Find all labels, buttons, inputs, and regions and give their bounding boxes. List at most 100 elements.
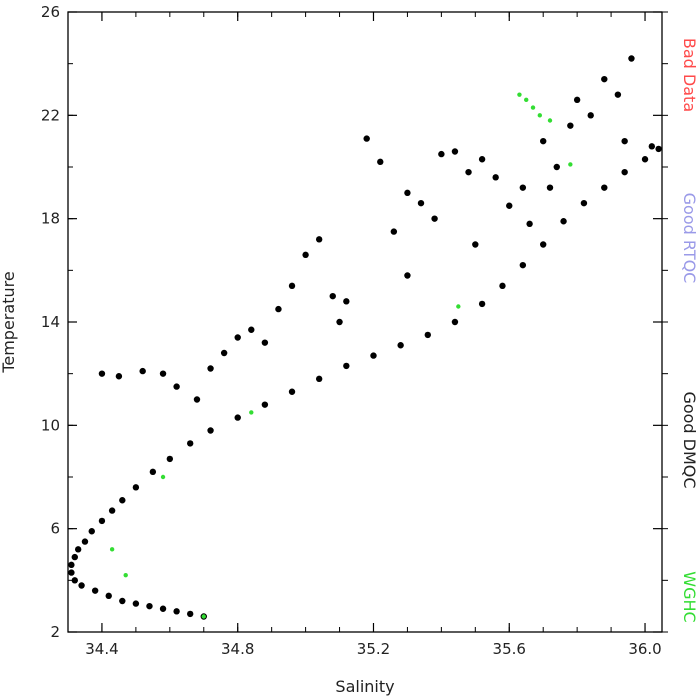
x-tick-label: 34.8 [221,640,254,658]
scatter-point-0-49 [193,396,201,403]
y-tick-label: 6 [50,520,60,538]
scatter-point-0-11 [68,569,75,576]
scatter-point-0-5 [132,600,140,607]
scatter-point-0-13 [71,553,78,561]
scatter-point-0-27 [288,388,296,395]
scatter-point-0-12 [68,561,75,569]
scatter-point-0-78 [573,96,581,104]
scatter-point-1-5 [201,614,206,619]
x-axis-label: Salinity [335,677,394,696]
scatter-point-0-68 [451,148,459,155]
scatter-point-0-41 [621,168,628,176]
scatter-point-0-56 [288,282,296,290]
y-tick-label: 10 [41,416,60,434]
scatter-point-0-84 [648,143,656,150]
scatter-point-0-81 [614,91,622,98]
scatter-point-0-62 [377,158,384,166]
scatter-point-0-19 [119,497,126,504]
scatter-point-0-14 [74,546,82,553]
scatter-point-1-10 [456,304,461,309]
scatter-point-0-74 [526,220,533,228]
x-tick-label: 36.0 [628,640,661,658]
scatter-point-0-55 [275,305,282,313]
scatter-point-0-17 [98,517,106,525]
scatter-point-0-42 [641,156,649,163]
scatter-point-1-4 [547,118,553,123]
scatter-point-0-52 [234,334,241,341]
scatter-point-0-33 [451,318,459,326]
scatter-point-0-32 [424,331,431,339]
scatter-point-0-45 [115,373,123,380]
scatter-point-0-44 [98,370,106,377]
scatter-point-0-61 [363,135,370,142]
scatter-point-0-85 [546,184,554,191]
scatter-point-0-76 [553,163,560,171]
scatter-point-0-35 [499,282,506,290]
scatter-point-0-58 [315,236,323,243]
x-tick-label: 35.6 [493,640,526,658]
scatter-point-0-4 [146,602,153,610]
legend: Bad Data Good RTQC Good DMQC WGHC [680,38,699,623]
scatter-point-0-7 [105,592,112,600]
scatter-point-0-28 [315,375,323,383]
scatter-point-0-82 [628,55,635,62]
scatter-point-0-26 [261,401,269,408]
scatter-point-0-73 [519,184,527,191]
scatter-point-0-60 [343,298,350,305]
scatter-point-1-8 [160,474,166,480]
y-tick-label: 14 [41,313,60,331]
scatter-point-0-23 [186,440,194,447]
scatter-point-1-6 [109,547,115,552]
scatter-point-0-54 [261,339,269,346]
scatter-point-0-25 [234,414,241,421]
scatter-point-0-47 [159,370,167,377]
scatter-point-0-16 [88,528,95,535]
scatter-point-0-9 [78,582,85,589]
legend-entry-3: WGHC [680,571,699,622]
scatter-point-0-70 [478,156,486,163]
legend-entry-2: Good DMQC [680,391,699,488]
scatter-points [68,55,662,620]
scatter-point-0-1 [186,610,194,618]
scatter-point-0-30 [370,352,377,359]
scatter-point-0-88 [336,318,343,326]
scatter-point-1-7 [123,572,128,578]
scatter-point-0-77 [567,122,574,129]
scatter-point-0-64 [404,189,411,197]
scatter-point-0-10 [71,577,78,584]
scatter-point-0-6 [119,597,126,605]
scatter-point-0-21 [149,468,157,476]
scatter-point-0-22 [166,455,174,463]
scatter-point-0-38 [560,218,567,225]
scatter-point-0-24 [207,427,214,434]
scatter-point-0-48 [173,383,180,390]
scatter-point-1-0 [517,92,522,97]
scatter-point-0-40 [601,184,608,191]
scatter-point-1-3 [537,113,543,118]
scatter-point-0-53 [248,326,255,333]
plot-frame [67,11,663,633]
scatter-point-0-65 [417,199,425,207]
scatter-point-0-46 [139,367,146,375]
scatter-point-0-87 [404,272,411,279]
scatter-point-0-20 [132,484,140,491]
scatter-point-0-8 [91,587,99,594]
scatter-point-0-63 [390,228,398,235]
scatter-point-1-1 [524,97,529,103]
scatter-point-0-43 [655,145,662,153]
scatter-point-0-51 [220,349,228,357]
scatter-point-0-3 [159,605,167,612]
scatter-point-0-75 [540,137,547,145]
scatter-point-0-86 [472,241,479,248]
scatter-point-0-50 [207,365,214,372]
scatter-point-1-9 [249,410,254,415]
scatter-point-0-71 [492,174,499,181]
scatter-point-0-66 [431,215,438,222]
scatter-point-0-79 [587,112,594,119]
y-tick-label: 18 [41,210,60,228]
scatter-point-0-83 [621,137,628,145]
scatter-point-1-11 [568,162,573,167]
scatter-point-0-37 [540,241,547,248]
